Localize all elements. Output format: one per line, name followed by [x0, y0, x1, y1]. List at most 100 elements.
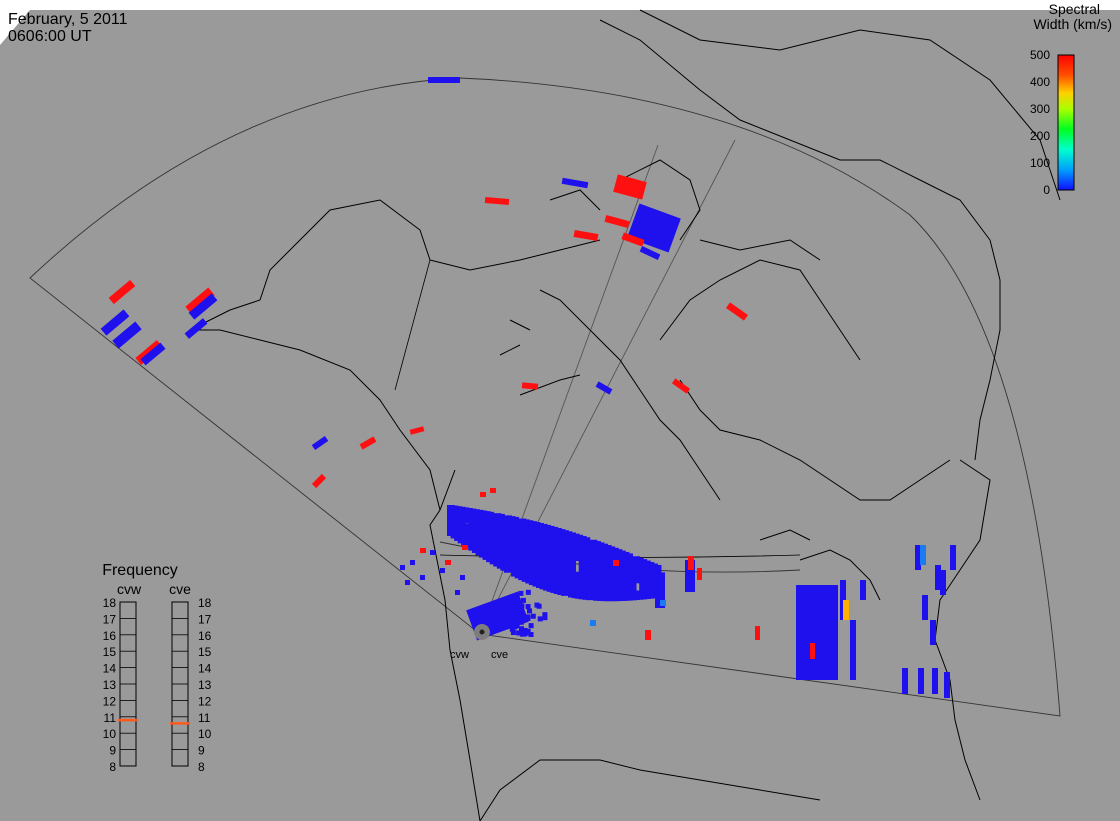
- echo-cell-high: [108, 279, 136, 305]
- colorbar-title-line2: Width (km/s): [1033, 16, 1112, 32]
- echo-cell-low: [496, 524, 505, 537]
- echo-cell-low: [440, 568, 445, 573]
- echo-cell-low: [918, 668, 924, 694]
- echo-cell-low: [657, 572, 665, 580]
- echo-cell-low: [503, 560, 512, 573]
- echo-cell-low: [184, 318, 208, 339]
- radar-site-marker: [474, 624, 490, 640]
- echo-cell-low: [639, 246, 661, 260]
- echo-cell-low: [624, 553, 633, 564]
- echo-cell-low: [685, 560, 695, 592]
- echo-cell-high: [480, 492, 486, 497]
- coastlines: [189, 9, 1061, 821]
- frequency-tick-label: 13: [198, 678, 212, 692]
- echo-cell-low: [542, 615, 548, 621]
- echo-cell-low: [455, 590, 460, 595]
- echo-cell-low: [457, 528, 466, 537]
- echo-cell-low: [525, 615, 531, 621]
- echo-cell-mid: [920, 545, 926, 565]
- echo-cell-low: [561, 177, 589, 189]
- echo-cell-low: [430, 550, 435, 555]
- frequency-tick-label: 8: [109, 760, 116, 774]
- echo-cell-low: [843, 600, 849, 620]
- echo-cell-low: [461, 514, 470, 524]
- echo-cell-low: [400, 565, 405, 570]
- echo-cell-mid: [660, 600, 666, 606]
- echo-cell-low: [405, 580, 410, 585]
- radar-site-label-cvw: cvw: [450, 649, 469, 661]
- echo-cell-high: [490, 488, 496, 493]
- echo-cell-low: [585, 587, 594, 601]
- echo-cell-low: [560, 581, 569, 596]
- echo-cell-low: [649, 583, 658, 592]
- echo-cell-high: [671, 378, 691, 394]
- echo-cell-low: [530, 613, 536, 619]
- time-label: 0606:00 UT: [8, 28, 92, 45]
- echo-cell-low: [950, 545, 956, 570]
- field-of-view-outline: [29, 77, 1061, 717]
- frequency-tick-label: 15: [198, 645, 212, 659]
- frequency-title: Frequency: [102, 562, 178, 579]
- echo-cell-low: [518, 626, 524, 632]
- frequency-tick-label: 15: [103, 645, 117, 659]
- echo-cell-high: [613, 560, 619, 566]
- echo-cell-low: [922, 595, 928, 620]
- colorbar-tick-label: 400: [1030, 75, 1050, 89]
- echo-cell-low: [510, 629, 516, 635]
- frequency-tick-label: 18: [198, 596, 212, 610]
- frequency-tick-label: 13: [103, 678, 117, 692]
- frequency-tick-label: 14: [103, 662, 117, 676]
- echo-cell-high: [604, 215, 630, 228]
- echo-cell-high: [688, 556, 694, 570]
- echo-cell-low: [595, 381, 613, 395]
- echo-cell-low: [537, 616, 543, 622]
- echo-cell-low: [457, 521, 466, 530]
- echo-cell-high: [420, 548, 426, 553]
- colorbar-tick-label: 0: [1043, 183, 1050, 197]
- date-label: February, 5 2011: [8, 11, 128, 28]
- echo-cell-low: [860, 580, 866, 600]
- echo-cell-low: [627, 203, 681, 253]
- echo-cell-low: [420, 575, 425, 580]
- echo-cell-low: [428, 77, 460, 83]
- colorbar-tick-label: 500: [1030, 48, 1050, 62]
- colorbar-gradient: [1057, 54, 1075, 191]
- echo-cell-low: [628, 581, 637, 592]
- echo-cell-high: [810, 643, 815, 659]
- echo-cell-low: [509, 626, 515, 632]
- spectral-width-colorbar: Spectral Width (km/s) 500 400 300 200 100 0: [1030, 1, 1112, 197]
- echo-cell-low: [486, 511, 495, 523]
- echo-cell-low: [511, 516, 520, 530]
- frequency-tick-label: 16: [103, 629, 117, 643]
- echo-cell-low: [582, 537, 591, 551]
- frequency-radar-label-cvw: cvw: [117, 581, 142, 597]
- echo-cell-low: [528, 623, 534, 629]
- frequency-tick-label: 12: [103, 694, 117, 708]
- echo-cell-low: [112, 321, 142, 349]
- frequency-tick-label: 9: [198, 744, 205, 758]
- echo-cell-low: [935, 565, 941, 590]
- echo-cell-high: [521, 382, 539, 390]
- frequency-tick-label: 9: [109, 744, 116, 758]
- frequency-tick-label: 11: [104, 711, 117, 725]
- echo-cell-low: [655, 578, 665, 608]
- frequency-tick-label: 17: [103, 612, 117, 626]
- echo-cell-high: [725, 302, 749, 321]
- frequency-tick-label: 16: [198, 629, 212, 643]
- frequency-tick-label: 14: [198, 662, 212, 676]
- frequency-radar-label-cve: cve: [169, 581, 191, 597]
- echo-cell-low: [516, 630, 522, 636]
- echo-cell-low: [100, 309, 130, 336]
- echo-cell-low: [410, 560, 415, 565]
- echo-cell-low: [902, 668, 908, 694]
- radar-echoes: [100, 77, 956, 698]
- echo-cell-low: [460, 575, 465, 580]
- echo-cell-high: [484, 196, 510, 206]
- echo-cell-low: [471, 534, 480, 545]
- echo-cell-low: [518, 590, 524, 596]
- echo-cell-high: [409, 426, 425, 435]
- echo-cell-low: [944, 672, 950, 698]
- echo-cell-low: [527, 608, 533, 614]
- echo-cell-low: [525, 589, 531, 595]
